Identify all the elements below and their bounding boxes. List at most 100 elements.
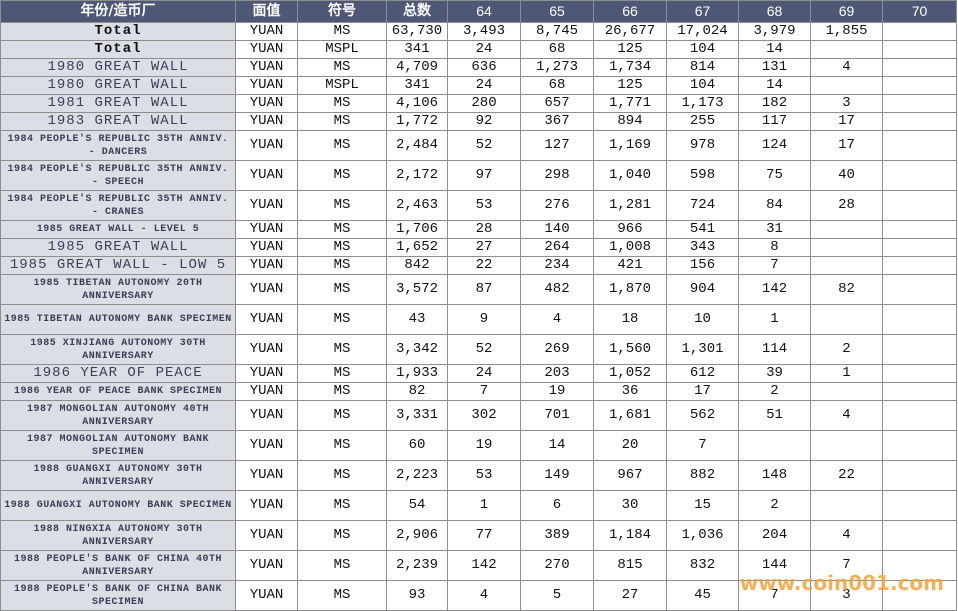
table-row: 1980 GREAT WALL YUAN MS 4,709 636 1,273 1,734 8… — [0, 58, 957, 77]
cell: 22 — [810, 460, 883, 491]
cell: 28 — [447, 220, 521, 239]
table-row: 1980 GREAT WALL YUAN MSPL 341 24 68 125 104 14 — [0, 76, 957, 95]
cell: 4 — [810, 520, 883, 551]
cell: YUAN — [235, 22, 298, 41]
row-label: 1988 PEOPLE'S BANK OF CHINA BANK SPECIME… — [0, 580, 236, 611]
cell: MS — [297, 238, 387, 257]
header-row: 年份/造币厂 面值 符号 总数 64 65 66 67 68 69 70 — [0, 0, 957, 23]
cell: 124 — [738, 130, 811, 161]
row-label: 1986 YEAR OF PEACE BANK SPECIMEN — [0, 382, 236, 401]
cell: 3,572 — [386, 274, 448, 305]
row-label: 1987 MONGOLIAN AUTONOMY 40TH ANNIVERSARY — [0, 400, 236, 431]
cell: YUAN — [235, 382, 298, 401]
empty-cell — [882, 430, 957, 461]
cell: 17 — [666, 382, 739, 401]
cell: 8,745 — [520, 22, 594, 41]
cell: 657 — [520, 94, 594, 113]
cell: 93 — [386, 580, 448, 611]
cell: MS — [297, 304, 387, 335]
cell: 84 — [738, 190, 811, 221]
cell: YUAN — [235, 40, 298, 59]
empty-cell — [882, 382, 957, 401]
cell: 10 — [666, 304, 739, 335]
cell: 117 — [738, 112, 811, 131]
table-row: Total YUAN MSPL 341 24 68 125 104 14 — [0, 40, 957, 59]
row-label: 1980 GREAT WALL — [0, 58, 236, 77]
cell: 52 — [447, 130, 521, 161]
cell: 6 — [520, 490, 594, 521]
empty-cell — [882, 460, 957, 491]
cell: MS — [297, 334, 387, 365]
table-row: 1988 NINGXIA AUTONOMY 30TH ANNIVERSARY YU… — [0, 520, 957, 551]
table-row: 1985 GREAT WALL - LEVEL 5 YUAN MS 1,706 28 14… — [0, 220, 957, 239]
empty-cell — [882, 58, 957, 77]
cell: 7 — [738, 256, 811, 275]
row-label: 1987 MONGOLIAN AUTONOMY BANK SPECIMEN — [0, 430, 236, 461]
empty-cell — [882, 304, 957, 335]
cell: MS — [297, 112, 387, 131]
row-label: 1985 XINJIANG AUTONOMY 30TH ANNIVERSARY — [0, 334, 236, 365]
cell: 2,239 — [386, 550, 448, 581]
row-label: 1981 GREAT WALL — [0, 94, 236, 113]
cell: 367 — [520, 112, 594, 131]
table-row: 1985 GREAT WALL YUAN MS 1,652 27 264 1,008 343 8 — [0, 238, 957, 257]
cell: 149 — [520, 460, 594, 491]
empty-cell — [882, 220, 957, 239]
cell: 1,173 — [666, 94, 739, 113]
empty-cell — [882, 364, 957, 383]
table-row: 1987 MONGOLIAN AUTONOMY BANK SPECIMEN YUA… — [0, 430, 957, 461]
cell: 68 — [520, 40, 594, 59]
cell: 1,040 — [593, 160, 667, 191]
cell: YUAN — [235, 400, 298, 431]
cell: 28 — [810, 190, 883, 221]
cell: 87 — [447, 274, 521, 305]
row-label: 1983 GREAT WALL — [0, 112, 236, 131]
cell: 148 — [738, 460, 811, 491]
cell: 142 — [738, 274, 811, 305]
column-header: 64 — [447, 0, 521, 23]
empty-cell — [882, 550, 957, 581]
cell: 1,933 — [386, 364, 448, 383]
cell: 482 — [520, 274, 594, 305]
cell: 3 — [810, 580, 883, 611]
cell: 17,024 — [666, 22, 739, 41]
cell: 127 — [520, 130, 594, 161]
cell: MS — [297, 220, 387, 239]
cell: 1,652 — [386, 238, 448, 257]
cell: YUAN — [235, 580, 298, 611]
cell: 14 — [738, 40, 811, 59]
cell: 27 — [447, 238, 521, 257]
cell: YUAN — [235, 304, 298, 335]
cell: 1,169 — [593, 130, 667, 161]
table-row: 1987 MONGOLIAN AUTONOMY 40TH ANNIVERSARY… — [0, 400, 957, 431]
cell: 541 — [666, 220, 739, 239]
row-label: 1984 PEOPLE'S REPUBLIC 35TH ANNIV. - SPE… — [0, 160, 236, 191]
cell: 701 — [520, 400, 594, 431]
cell: 104 — [666, 76, 739, 95]
cell: 1,036 — [666, 520, 739, 551]
cell: 612 — [666, 364, 739, 383]
table-row: 1984 PEOPLE'S REPUBLIC 35TH ANNIV. - SPE… — [0, 160, 957, 191]
cell: YUAN — [235, 520, 298, 551]
cell: 814 — [666, 58, 739, 77]
cell: 75 — [738, 160, 811, 191]
cell: 68 — [520, 76, 594, 95]
cell: 2 — [738, 490, 811, 521]
cell: 14 — [520, 430, 594, 461]
cell: 8 — [738, 238, 811, 257]
cell: 125 — [593, 76, 667, 95]
empty-cell — [882, 94, 957, 113]
cell: 2,463 — [386, 190, 448, 221]
cell: YUAN — [235, 130, 298, 161]
cell: 203 — [520, 364, 594, 383]
cell: 63,730 — [386, 22, 448, 41]
cell: 842 — [386, 256, 448, 275]
cell: 2,172 — [386, 160, 448, 191]
empty-cell — [810, 304, 883, 335]
cell: 140 — [520, 220, 594, 239]
empty-cell — [810, 220, 883, 239]
cell: 3,342 — [386, 334, 448, 365]
cell: 1,560 — [593, 334, 667, 365]
cell: 882 — [666, 460, 739, 491]
